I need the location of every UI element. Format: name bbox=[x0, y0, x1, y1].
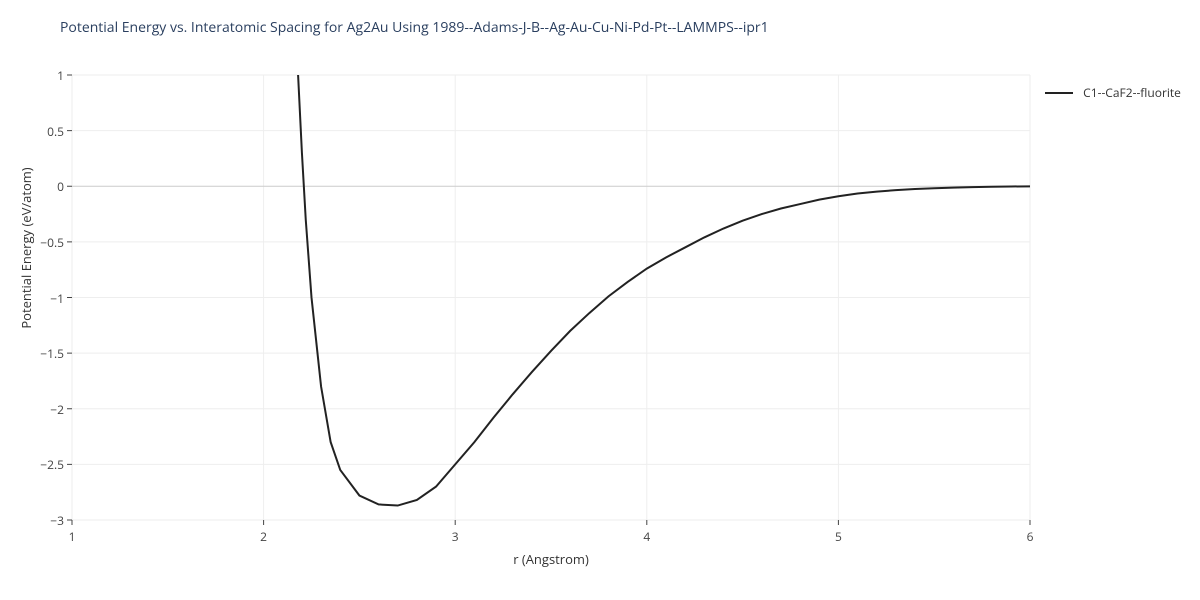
y-axis-label: Potential Energy (eV/atom) bbox=[17, 98, 35, 398]
x-tick-label: 3 bbox=[445, 528, 465, 545]
y-tick-label: −3 bbox=[50, 512, 64, 529]
x-tick-label: 2 bbox=[254, 528, 274, 545]
y-tick-label: 1 bbox=[57, 67, 64, 84]
chart-plot-area[interactable] bbox=[0, 0, 1200, 600]
legend-series-label: C1--CaF2--fluorite bbox=[1083, 84, 1181, 101]
y-tick-label: 0.5 bbox=[47, 123, 64, 140]
x-tick-label: 4 bbox=[637, 528, 657, 545]
x-axis-label: r (Angstrom) bbox=[451, 550, 651, 568]
x-tick-label: 5 bbox=[828, 528, 848, 545]
x-tick-label: 1 bbox=[62, 528, 82, 545]
x-tick-label: 6 bbox=[1020, 528, 1040, 545]
legend[interactable]: C1--CaF2--fluorite bbox=[1045, 80, 1181, 102]
y-tick-label: 0 bbox=[57, 178, 64, 195]
y-tick-label: −2.5 bbox=[40, 456, 64, 473]
y-tick-label: −2 bbox=[50, 401, 64, 418]
legend-swatch bbox=[1045, 92, 1073, 94]
y-tick-label: −1 bbox=[50, 290, 64, 307]
y-tick-label: −0.5 bbox=[40, 234, 64, 251]
y-tick-label: −1.5 bbox=[40, 345, 64, 362]
